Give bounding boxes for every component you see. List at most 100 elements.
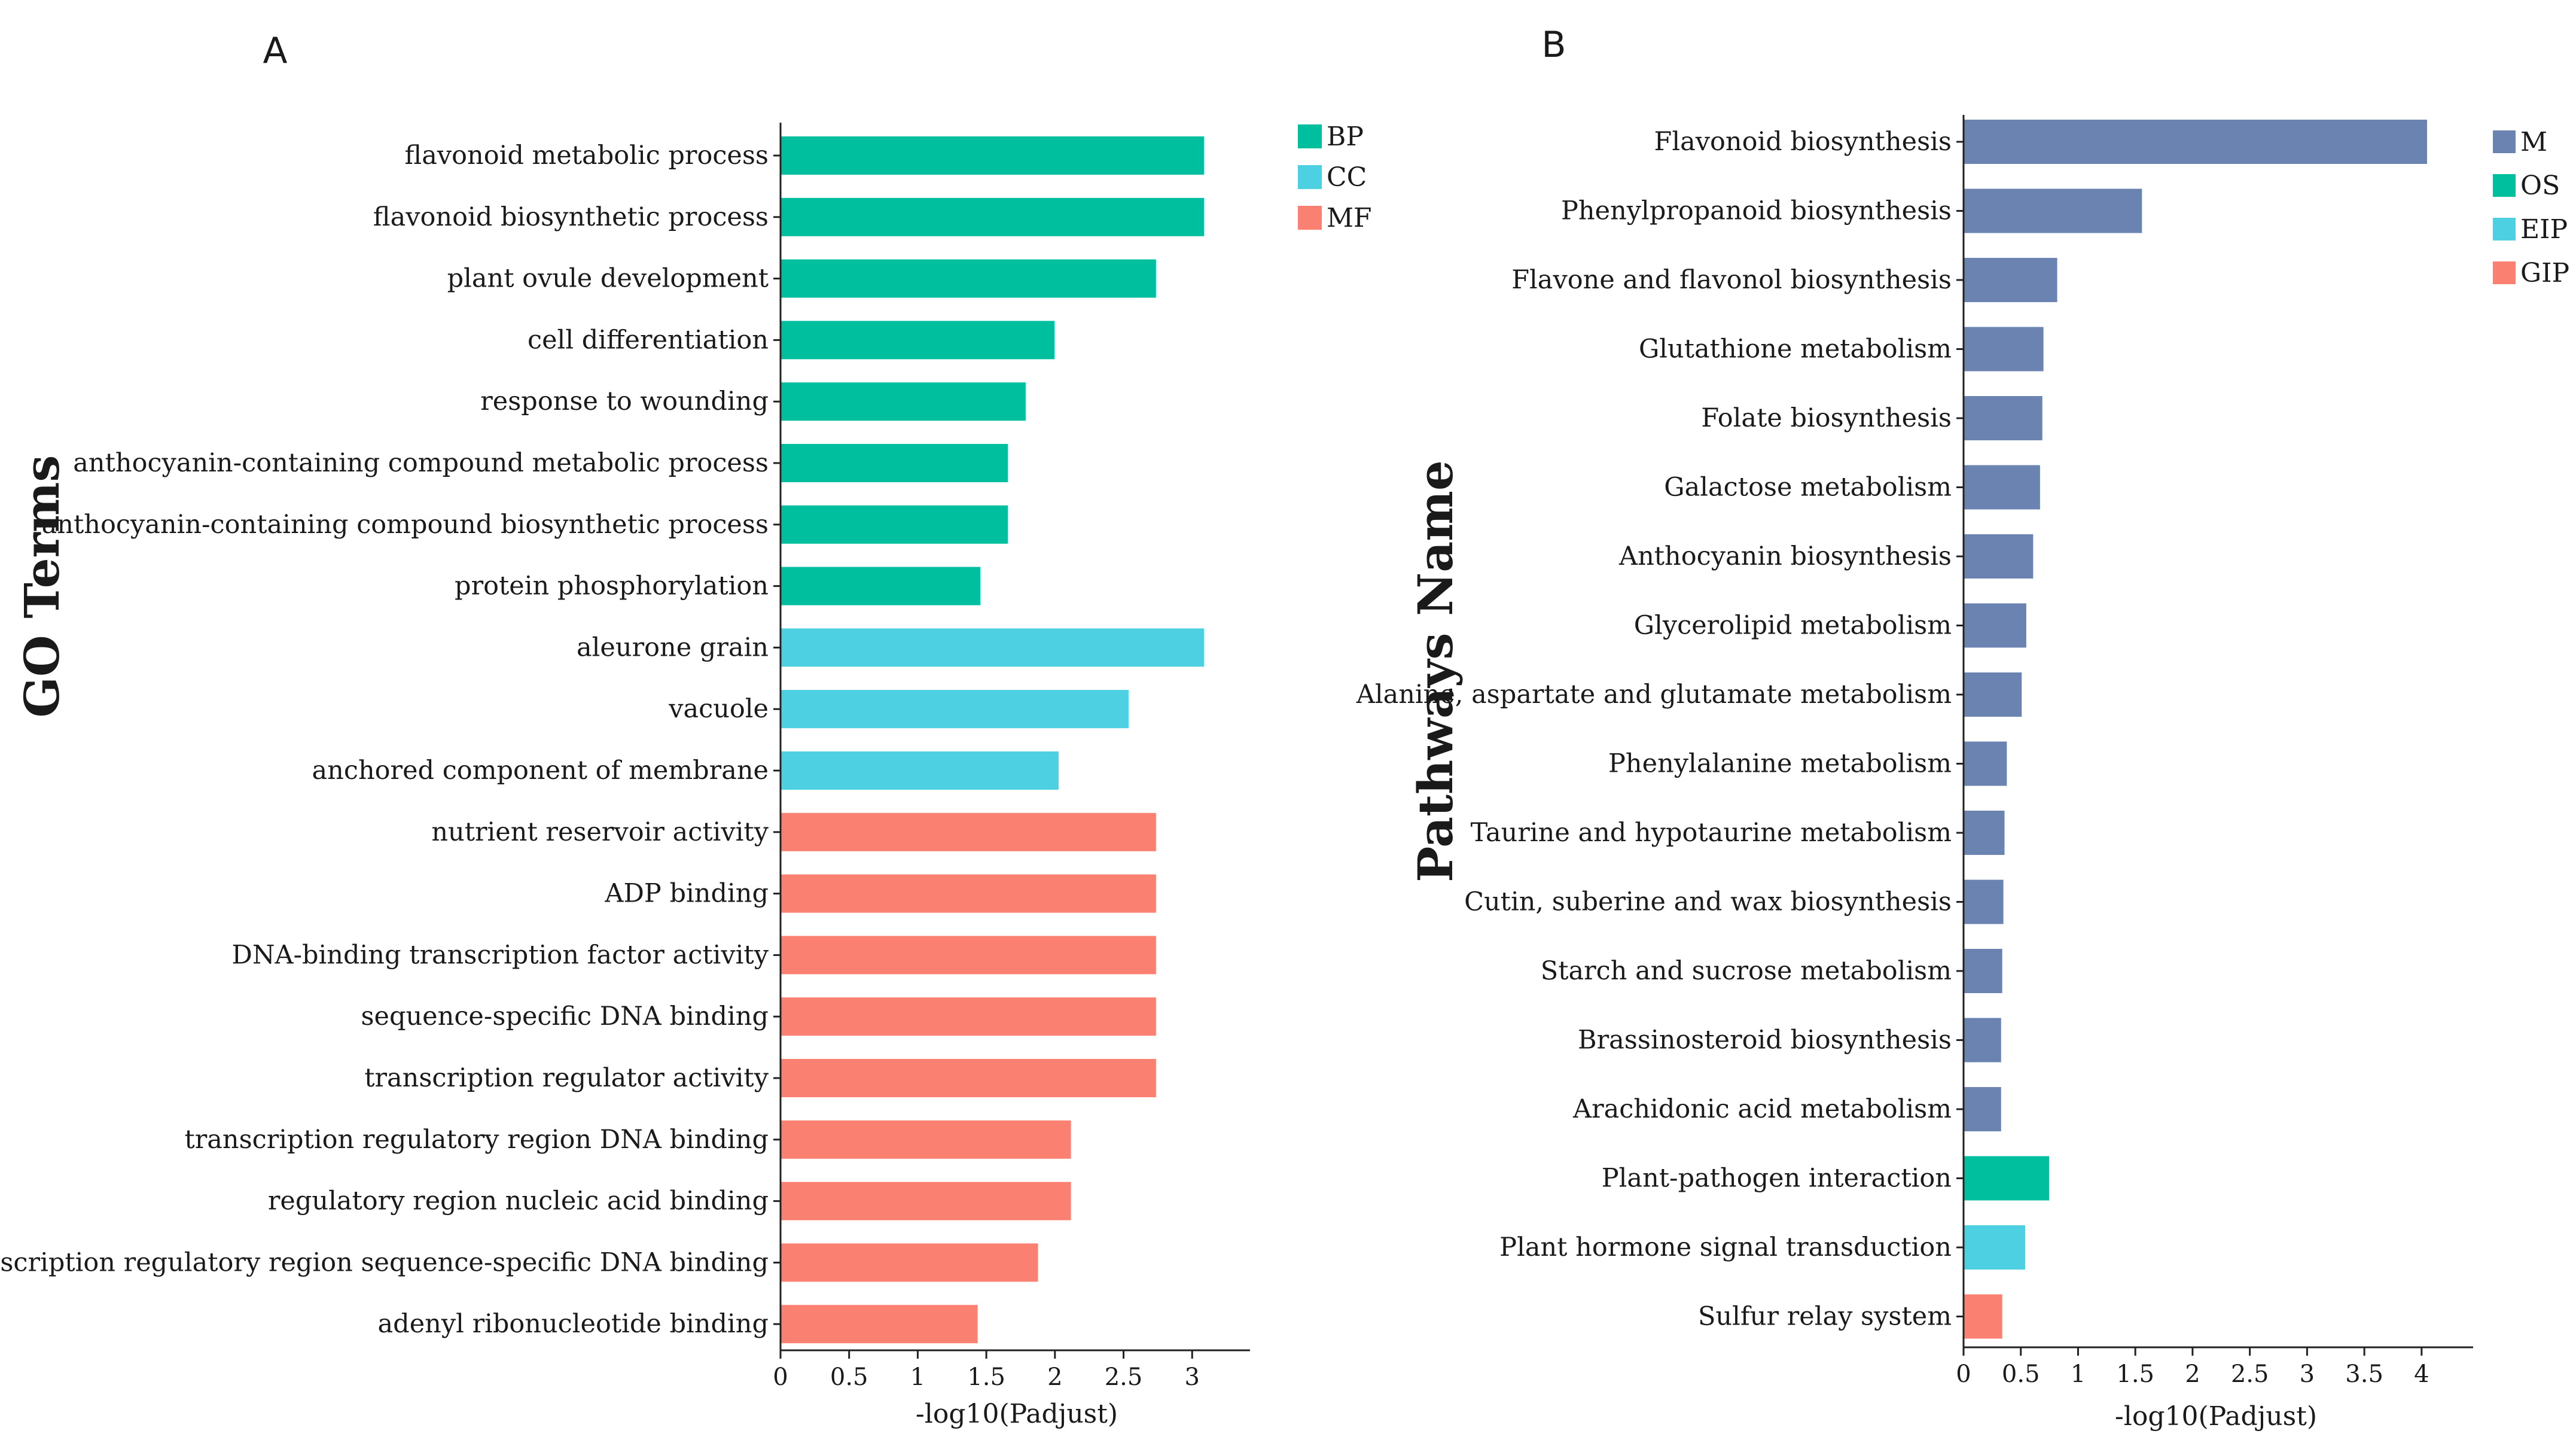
bar-bp <box>781 136 1205 175</box>
category-label: transcription regulatory region DNA bind… <box>184 1125 769 1155</box>
chart-panel-a: A GO Terms -log10(Padjust) flavonoid met… <box>0 30 1372 1429</box>
panel-a-x-ticks: 0 0.5 1 1.5 2 2.5 3 <box>773 1350 1200 1391</box>
panel-b-axes <box>1956 115 2473 1348</box>
legend-swatch <box>2493 218 2516 241</box>
bar-mf <box>781 1059 1156 1097</box>
category-label: Glutathione metabolism <box>1639 334 1952 364</box>
bar-gip <box>1964 1294 2002 1339</box>
category-label: flavonoid metabolic process <box>405 141 769 171</box>
x-tick-label: 3 <box>1185 1363 1200 1391</box>
category-label: Phenylpropanoid biosynthesis <box>1561 196 1952 226</box>
bar-m <box>1964 1018 2001 1063</box>
legend-label: OS <box>2520 171 2560 201</box>
category-label: Brassinosteroid biosynthesis <box>1578 1025 1952 1055</box>
category-label: flavonoid biosynthetic process <box>373 202 769 232</box>
bar-m <box>1964 949 2002 993</box>
bar-m <box>1964 534 2034 579</box>
category-label: Alanine, aspartate and glutamate metabol… <box>1356 680 1952 710</box>
bar-mf <box>781 936 1156 975</box>
x-tick-label: 0.5 <box>830 1363 868 1391</box>
x-tick-label: 4 <box>2414 1360 2429 1388</box>
x-tick-label: 0 <box>1956 1360 1971 1388</box>
bar-mf <box>781 812 1156 851</box>
bar-os <box>1964 1156 2050 1201</box>
category-label: transcription regulator activity <box>364 1063 769 1093</box>
bar-m <box>1964 603 2026 648</box>
legend-label: BP <box>1327 121 1364 152</box>
bar-m <box>1964 120 2428 164</box>
bar-m <box>1964 465 2040 510</box>
category-label: Arachidonic acid metabolism <box>1572 1094 1952 1124</box>
panel-b-bars <box>1964 120 2428 1339</box>
bar-mf <box>781 874 1156 913</box>
legend-swatch <box>2493 130 2516 153</box>
x-tick-label: 1 <box>910 1363 925 1391</box>
category-label: Cutin, suberine and wax biosynthesis <box>1464 887 1952 917</box>
bar-bp <box>781 505 1008 544</box>
bar-mf <box>781 997 1156 1036</box>
category-label: Folate biosynthesis <box>1701 403 1952 433</box>
bar-eip <box>1964 1225 2025 1270</box>
x-tick-label: 1.5 <box>2116 1360 2154 1388</box>
bar-cc <box>781 751 1059 790</box>
panel-a-x-axis-title: -log10(Padjust) <box>916 1399 1118 1429</box>
bar-mf <box>781 1305 978 1344</box>
x-tick-label: 2.5 <box>2231 1360 2269 1388</box>
legend-label: EIP <box>2520 214 2568 245</box>
category-label: Galactose metabolism <box>1664 473 1952 503</box>
category-label: response to wounding <box>480 386 769 416</box>
bar-bp <box>781 567 981 605</box>
x-tick-label: 3.5 <box>2345 1360 2383 1388</box>
x-tick-label: 1.5 <box>967 1363 1005 1391</box>
legend-label: GIP <box>2520 258 2569 288</box>
category-label: Starch and sucrose metabolism <box>1541 956 1952 986</box>
bar-bp <box>781 382 1026 421</box>
legend-swatch <box>1298 165 1322 189</box>
chart-panel-b: B Pathways Name -log10(Padjust) Flavonoi… <box>1356 24 2569 1432</box>
bar-m <box>1964 741 2007 786</box>
panel-b-y-axis-title: Pathways Name <box>1407 460 1464 882</box>
panel-b-legend: M OS EIP GIP <box>2493 127 2569 288</box>
legend-swatch <box>2493 261 2516 284</box>
x-tick-label: 0.5 <box>2002 1360 2040 1388</box>
category-label: nutrient reservoir activity <box>431 817 769 847</box>
x-tick-label: 2 <box>1047 1363 1062 1391</box>
category-label: Flavone and flavonol biosynthesis <box>1511 265 1952 295</box>
legend-swatch <box>1298 124 1322 148</box>
bar-m <box>1964 672 2022 717</box>
x-tick-label: 3 <box>2300 1360 2315 1388</box>
category-label: Plant hormone signal transduction <box>1499 1232 1952 1262</box>
x-tick-label: 0 <box>773 1363 788 1391</box>
category-label: Taurine and hypotaurine metabolism <box>1471 818 1952 848</box>
category-label: anthocyanin-containing compound biosynth… <box>42 510 769 540</box>
bar-mf <box>781 1243 1038 1282</box>
category-label: transcription regulatory region sequence… <box>0 1247 769 1277</box>
legend-label: M <box>2520 127 2547 157</box>
panel-a-legend: BP CC MF <box>1298 121 1372 233</box>
bar-m <box>1964 188 2142 233</box>
category-label: aleurone grain <box>577 632 769 662</box>
panel-b-category-labels: Flavonoid biosynthesis Phenylpropanoid bi… <box>1356 127 1952 1332</box>
panel-a-bars <box>781 136 1205 1344</box>
category-label: protein phosphorylation <box>455 571 769 601</box>
category-label: anthocyanin-containing compound metaboli… <box>73 448 769 478</box>
panel-b-letter: B <box>1541 24 1566 66</box>
panel-b-x-axis-title: -log10(Padjust) <box>2115 1401 2317 1432</box>
bar-m <box>1964 327 2044 372</box>
panel-a-axes <box>773 123 1250 1351</box>
category-label: Anthocyanin biosynthesis <box>1618 541 1952 571</box>
bar-bp <box>781 259 1156 298</box>
bar-m <box>1964 811 2005 855</box>
bar-mf <box>781 1182 1071 1220</box>
bar-cc <box>781 690 1129 729</box>
panel-b-x-ticks: 0 0.5 1 1.5 2 2.5 3 3.5 4 <box>1956 1347 2429 1388</box>
bar-mf <box>781 1120 1071 1159</box>
category-label: Phenylalanine metabolism <box>1608 749 1952 779</box>
bar-bp <box>781 197 1205 236</box>
legend-swatch <box>2493 174 2516 197</box>
category-label: Flavonoid biosynthesis <box>1654 127 1952 157</box>
category-label: adenyl ribonucleotide binding <box>378 1309 769 1339</box>
panel-a-letter: A <box>263 30 287 72</box>
bar-bp <box>781 321 1055 360</box>
